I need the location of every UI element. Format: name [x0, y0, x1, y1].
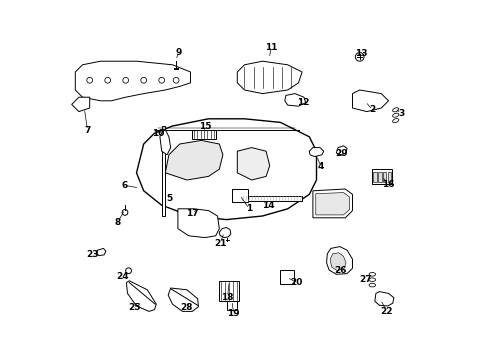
- Text: 28: 28: [180, 303, 193, 312]
- Polygon shape: [160, 130, 170, 155]
- Text: 7: 7: [84, 126, 91, 135]
- Circle shape: [125, 268, 131, 274]
- Text: 23: 23: [86, 251, 99, 259]
- Text: 10: 10: [152, 130, 164, 139]
- Text: 16: 16: [382, 180, 394, 189]
- Bar: [377, 172, 381, 182]
- Polygon shape: [219, 228, 230, 238]
- Text: 1: 1: [245, 204, 252, 213]
- Polygon shape: [315, 193, 349, 215]
- Circle shape: [159, 77, 164, 83]
- Polygon shape: [371, 169, 391, 184]
- Ellipse shape: [368, 278, 375, 282]
- Polygon shape: [231, 189, 247, 202]
- Text: 17: 17: [185, 209, 198, 217]
- Text: 13: 13: [354, 49, 366, 58]
- Ellipse shape: [368, 283, 375, 287]
- Polygon shape: [178, 209, 219, 238]
- Polygon shape: [168, 288, 198, 311]
- Polygon shape: [75, 61, 190, 101]
- Text: 21: 21: [213, 239, 226, 248]
- Polygon shape: [352, 90, 387, 112]
- Text: 15: 15: [198, 122, 211, 131]
- Polygon shape: [374, 292, 393, 306]
- Polygon shape: [329, 253, 346, 271]
- Polygon shape: [279, 270, 294, 284]
- Polygon shape: [192, 130, 215, 139]
- Circle shape: [173, 77, 179, 83]
- Circle shape: [104, 77, 110, 83]
- Polygon shape: [237, 148, 269, 180]
- Polygon shape: [97, 248, 106, 256]
- Ellipse shape: [392, 113, 398, 117]
- Bar: [382, 172, 386, 182]
- Polygon shape: [336, 146, 346, 155]
- Text: 22: 22: [380, 307, 392, 316]
- Text: 26: 26: [334, 266, 346, 275]
- Text: 9: 9: [175, 48, 181, 57]
- Text: 25: 25: [128, 303, 141, 312]
- Ellipse shape: [392, 118, 398, 123]
- Circle shape: [355, 53, 363, 61]
- Text: 8: 8: [114, 217, 121, 227]
- Text: 4: 4: [317, 162, 324, 171]
- Polygon shape: [219, 281, 239, 301]
- Text: 29: 29: [335, 149, 347, 158]
- Polygon shape: [326, 247, 352, 274]
- Bar: [387, 172, 390, 182]
- Polygon shape: [72, 97, 89, 112]
- Bar: [372, 172, 376, 182]
- Polygon shape: [241, 196, 302, 201]
- Polygon shape: [237, 61, 302, 94]
- Polygon shape: [312, 189, 352, 218]
- Ellipse shape: [392, 108, 398, 112]
- Text: 19: 19: [227, 310, 240, 319]
- Text: 5: 5: [165, 194, 172, 203]
- Text: 3: 3: [397, 109, 404, 118]
- Text: 20: 20: [290, 278, 302, 287]
- Polygon shape: [136, 119, 316, 220]
- Text: 24: 24: [116, 272, 129, 281]
- Polygon shape: [309, 148, 323, 157]
- Ellipse shape: [368, 273, 375, 276]
- Circle shape: [122, 210, 127, 215]
- Polygon shape: [162, 126, 164, 216]
- Polygon shape: [126, 281, 156, 311]
- Text: 27: 27: [358, 275, 371, 284]
- Polygon shape: [284, 94, 305, 106]
- Text: 11: 11: [264, 43, 277, 52]
- Circle shape: [122, 77, 128, 83]
- Polygon shape: [227, 301, 236, 310]
- Text: 14: 14: [261, 202, 274, 210]
- Text: 2: 2: [368, 105, 375, 114]
- Text: 12: 12: [296, 98, 309, 107]
- Text: 18: 18: [221, 292, 233, 302]
- Circle shape: [141, 77, 146, 83]
- Circle shape: [87, 77, 92, 83]
- Text: 6: 6: [121, 181, 127, 190]
- Polygon shape: [165, 140, 223, 180]
